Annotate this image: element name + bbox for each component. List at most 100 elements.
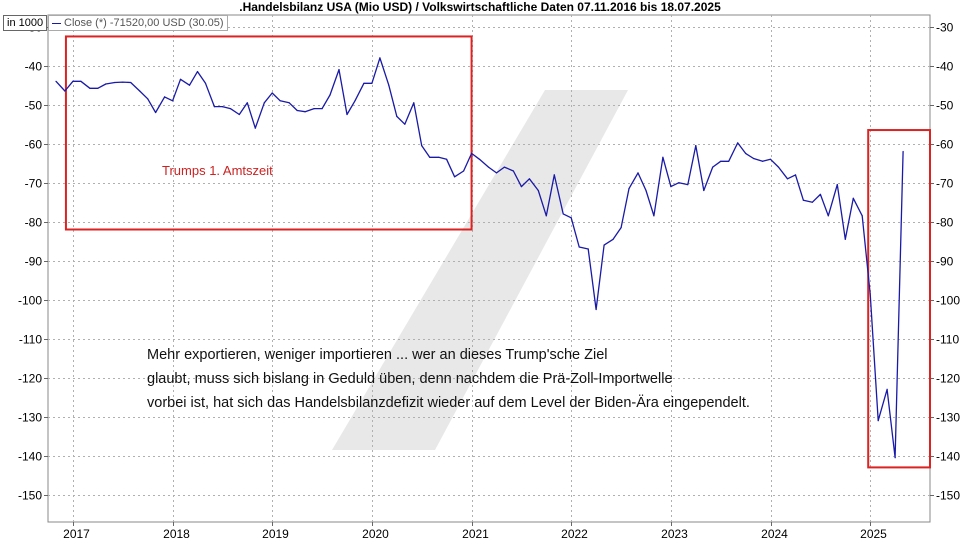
x-tick-label: 2023 (661, 527, 688, 540)
data-point (329, 94, 331, 96)
data-point (645, 189, 647, 192)
data-point (528, 178, 531, 180)
data-point (553, 174, 555, 176)
annotation-box (867, 129, 931, 469)
y-tick-label-left: -150 (18, 489, 42, 503)
data-point (612, 238, 614, 240)
x-tick-label: 2018 (163, 527, 190, 540)
data-point (670, 186, 672, 188)
data-point (346, 113, 348, 116)
commentary-text: Mehr exportieren, weniger importieren ..… (147, 343, 750, 415)
data-point (246, 102, 248, 104)
data-point (304, 111, 306, 113)
data-point (720, 160, 722, 162)
data-point (155, 111, 157, 114)
y-tick-label-left: -120 (18, 372, 42, 386)
data-point (562, 213, 564, 215)
data-point (628, 188, 630, 190)
y-tick-label-left: -80 (25, 216, 43, 230)
data-point (363, 82, 365, 84)
y-tick-label-right: -150 (936, 489, 960, 503)
y-tick-label-right: -60 (936, 138, 954, 152)
data-point (587, 248, 589, 250)
data-point (620, 227, 622, 229)
data-point (578, 246, 580, 248)
data-point (687, 184, 689, 186)
data-point (371, 82, 373, 84)
unit-label: in 1000 (3, 15, 48, 31)
annotation-label: Trumps 1. Amtszeit (162, 163, 273, 178)
data-point (139, 90, 141, 92)
x-tick-label: 2020 (362, 527, 389, 540)
legend: Close (*) -71520,00 USD (30.05) (48, 15, 228, 31)
data-point (179, 78, 182, 80)
y-tick-label-right: -100 (936, 294, 960, 308)
data-point (487, 166, 490, 168)
y-tick-label-right: -40 (936, 60, 954, 74)
data-point (745, 152, 747, 154)
data-point (595, 308, 597, 311)
y-tick-label-left: -130 (18, 411, 42, 425)
y-tick-label-left: -60 (25, 138, 43, 152)
data-point (55, 80, 57, 82)
data-point (213, 106, 215, 108)
y-tick-label-left: -70 (25, 177, 43, 191)
data-point (762, 160, 764, 162)
y-tick-label-right: -70 (936, 177, 954, 191)
data-point (64, 90, 66, 92)
data-point (869, 293, 871, 295)
watermark-shape (332, 90, 628, 450)
data-point (495, 172, 498, 174)
data-point (520, 186, 523, 188)
data-point (786, 178, 789, 180)
y-tick-label-right: -110 (936, 333, 959, 347)
data-point (662, 156, 664, 158)
x-tick-label: 2025 (860, 527, 887, 540)
data-point (637, 172, 639, 174)
data-point (886, 388, 888, 390)
data-point (503, 166, 505, 168)
data-point (429, 156, 431, 158)
data-point (712, 166, 714, 168)
data-point (238, 113, 240, 116)
x-tick-label: 2022 (561, 527, 588, 540)
data-point (438, 156, 440, 158)
data-point (354, 100, 356, 102)
data-point (188, 84, 191, 86)
data-point (844, 238, 846, 240)
comment-line-2: glaubt, muss sich bislang in Geduld üben… (147, 371, 673, 387)
data-point (478, 158, 481, 160)
y-tick-label-left: -90 (25, 255, 43, 269)
data-point (454, 176, 456, 178)
data-point (271, 92, 273, 94)
legend-label: Close (*) -71520,00 USD (30.05) (64, 17, 224, 29)
y-tick-label-right: -140 (936, 450, 960, 464)
data-point (396, 115, 398, 117)
data-point (114, 81, 116, 84)
chart-title: .Handelsbilanz USA (Mio USD) / Volkswirt… (239, 0, 721, 14)
x-tick-label: 2019 (262, 527, 289, 540)
data-point (172, 100, 174, 102)
data-point (877, 420, 879, 422)
data-point (861, 215, 863, 217)
data-point (811, 201, 814, 203)
data-point (512, 170, 515, 172)
comment-line-1: Mehr exportieren, weniger importieren ..… (147, 347, 608, 363)
x-tick-label: 2017 (63, 527, 90, 540)
data-point (603, 244, 605, 246)
y-tick-label-right: -80 (936, 216, 954, 230)
data-point (777, 166, 780, 168)
data-point (122, 81, 124, 83)
y-tick-label-left: -100 (18, 294, 42, 308)
data-point (794, 174, 797, 176)
data-point (902, 150, 904, 153)
data-point (379, 57, 381, 59)
data-point (653, 215, 655, 217)
data-point (196, 71, 199, 73)
data-point (147, 98, 149, 100)
data-point (802, 199, 805, 201)
data-point (254, 127, 256, 129)
data-point (728, 160, 730, 162)
y-tick-label-left: -140 (18, 450, 42, 464)
data-point (753, 157, 755, 160)
